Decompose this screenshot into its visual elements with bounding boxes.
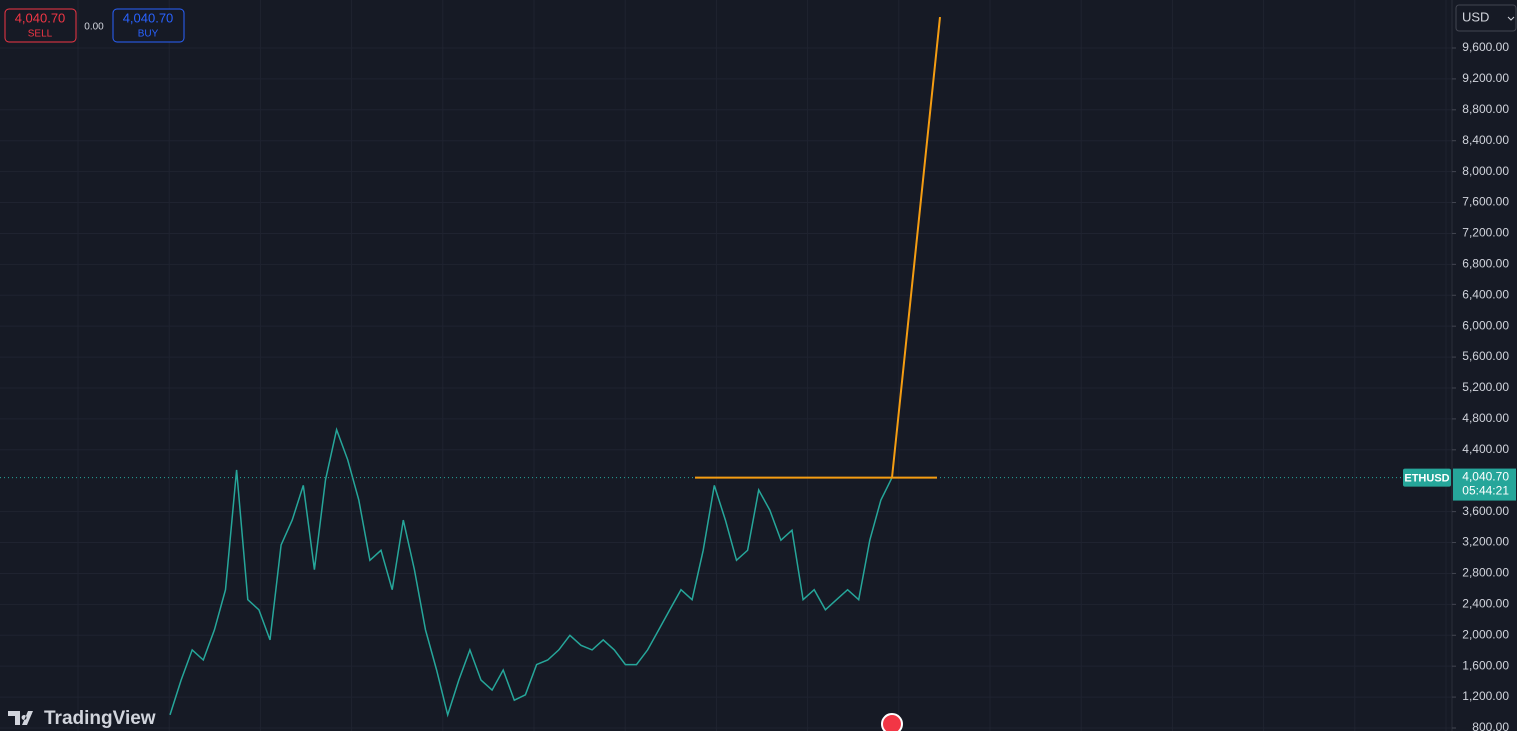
logo: TradingView <box>8 708 156 729</box>
symbol-tag <box>1403 468 1451 487</box>
y-tick-label: 6,400.00 <box>1462 287 1509 301</box>
plot <box>0 16 1452 718</box>
brand: TradingView <box>44 708 156 729</box>
y-tick-label: 6,800.00 <box>1462 257 1509 271</box>
y-tick-label: 2,000.00 <box>1462 627 1509 641</box>
y-tick-label: 6,000.00 <box>1462 318 1509 332</box>
grid <box>0 0 1452 731</box>
trend-line <box>891 16 941 478</box>
countdown: 05:44:21 <box>1462 484 1509 498</box>
y-tick-label: 9,200.00 <box>1462 71 1509 85</box>
sell-price: 4,040.70 <box>15 10 66 25</box>
y-tick-label: 800.00 <box>1472 720 1509 731</box>
sell-label: SELL <box>28 29 53 40</box>
logo-icon <box>8 711 33 725</box>
y-tick-label: 8,400.00 <box>1462 133 1509 147</box>
y-tick-label: 1,200.00 <box>1462 689 1509 703</box>
y-tick-label: 5,200.00 <box>1462 380 1509 394</box>
y-tick-label: 1,600.00 <box>1462 658 1509 672</box>
currency: USD <box>1462 9 1489 24</box>
spread: 0.00 <box>84 22 104 33</box>
y-tick-label: 3,600.00 <box>1462 504 1509 518</box>
buy-label: BUY <box>138 29 159 40</box>
y-tick-label: 5,600.00 <box>1462 349 1509 363</box>
sell-button[interactable] <box>4 8 77 43</box>
symbol: ETHUSD <box>1404 472 1449 484</box>
y-tick-label: 7,600.00 <box>1462 195 1509 209</box>
event-flag[interactable] <box>881 713 903 731</box>
y-tick-label: 8,000.00 <box>1462 164 1509 178</box>
y-tick-label: 3,200.00 <box>1462 535 1509 549</box>
y-tick-label: 8,800.00 <box>1462 102 1509 116</box>
buy-price: 4,040.70 <box>123 10 174 25</box>
buy-button[interactable] <box>112 8 185 43</box>
y-tick-label: 2,800.00 <box>1462 566 1509 580</box>
price-line <box>169 427 893 718</box>
y-tick-label: 9,600.00 <box>1462 40 1509 54</box>
y-tick-label: 2,400.00 <box>1462 597 1509 611</box>
price-tag <box>1453 468 1516 501</box>
y-tick-label: 4,400.00 <box>1462 442 1509 456</box>
price-axis: 800.00 1,200.00 1,600.00 2,000.00 2,400.00 2,… <box>1403 40 1516 731</box>
y-tick-label: 4,800.00 <box>1462 411 1509 425</box>
last-price: 4,040.70 <box>1462 470 1509 484</box>
dropdown-arrow <box>1507 16 1515 21</box>
currency-select[interactable] <box>1455 4 1517 32</box>
y-tick-label: 7,200.00 <box>1462 226 1509 240</box>
